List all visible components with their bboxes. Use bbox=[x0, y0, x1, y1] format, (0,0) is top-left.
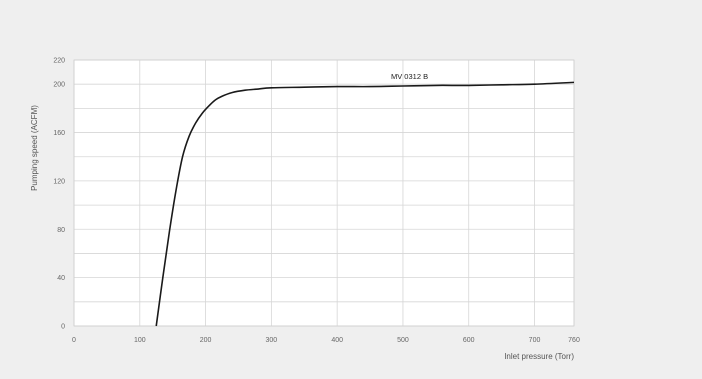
x-tick-label: 400 bbox=[331, 337, 343, 344]
labels: Pumping speed (ACFM) Inlet pressure (Tor… bbox=[30, 105, 574, 361]
x-tick-label: 0 bbox=[72, 337, 76, 344]
chart-panel: 0 40 80 120 160 200 220 0 100 200 300 400 500 600 700 7… bbox=[10, 9, 692, 370]
x-tick-label: 300 bbox=[266, 337, 278, 344]
y-axis-label: Pumping speed (ACFM) bbox=[30, 105, 39, 191]
y-tick-label: 200 bbox=[53, 82, 65, 89]
y-tick-label: 220 bbox=[53, 58, 65, 65]
axes: 0 40 80 120 160 200 220 0 100 200 300 400 500 600 700 7… bbox=[53, 58, 580, 345]
x-tick-label: 600 bbox=[463, 337, 475, 344]
y-tick-label: 120 bbox=[53, 178, 65, 185]
plot-frame bbox=[73, 59, 575, 327]
y-tick-label: 160 bbox=[53, 130, 65, 137]
x-axis-label: Inlet pressure (Torr) bbox=[504, 352, 574, 361]
series-label: MV 0312 B bbox=[391, 72, 428, 81]
chart-page: 0 40 80 120 160 200 220 0 100 200 300 400 500 600 700 7… bbox=[10, 9, 692, 370]
pumping-speed-chart: 0 40 80 120 160 200 220 0 100 200 300 400 500 600 700 7… bbox=[30, 58, 580, 362]
y-tick-label: 80 bbox=[57, 227, 65, 234]
x-tick-label: 760 bbox=[568, 337, 580, 344]
series-line-mv-0312-b bbox=[155, 81, 575, 327]
x-tick-label: 700 bbox=[529, 337, 541, 344]
plot-area bbox=[74, 60, 574, 326]
x-tick-label: 100 bbox=[134, 337, 146, 344]
grid bbox=[73, 59, 575, 327]
y-tick-label: 40 bbox=[57, 275, 65, 282]
x-tick-label: 500 bbox=[397, 337, 409, 344]
series-layer: MV 0312 B bbox=[155, 72, 575, 327]
y-tick-label: 0 bbox=[61, 324, 65, 331]
x-tick-label: 200 bbox=[200, 337, 212, 344]
